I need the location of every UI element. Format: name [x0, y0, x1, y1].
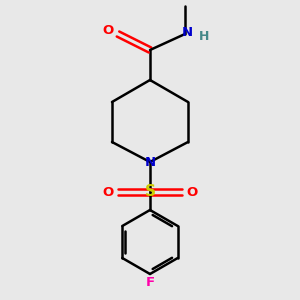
Text: N: N: [182, 26, 193, 38]
Text: F: F: [146, 277, 154, 290]
Text: O: O: [186, 185, 198, 199]
Text: O: O: [102, 185, 114, 199]
Text: H: H: [199, 29, 209, 43]
Text: O: O: [102, 25, 114, 38]
Text: N: N: [144, 155, 156, 169]
Text: S: S: [145, 184, 155, 200]
